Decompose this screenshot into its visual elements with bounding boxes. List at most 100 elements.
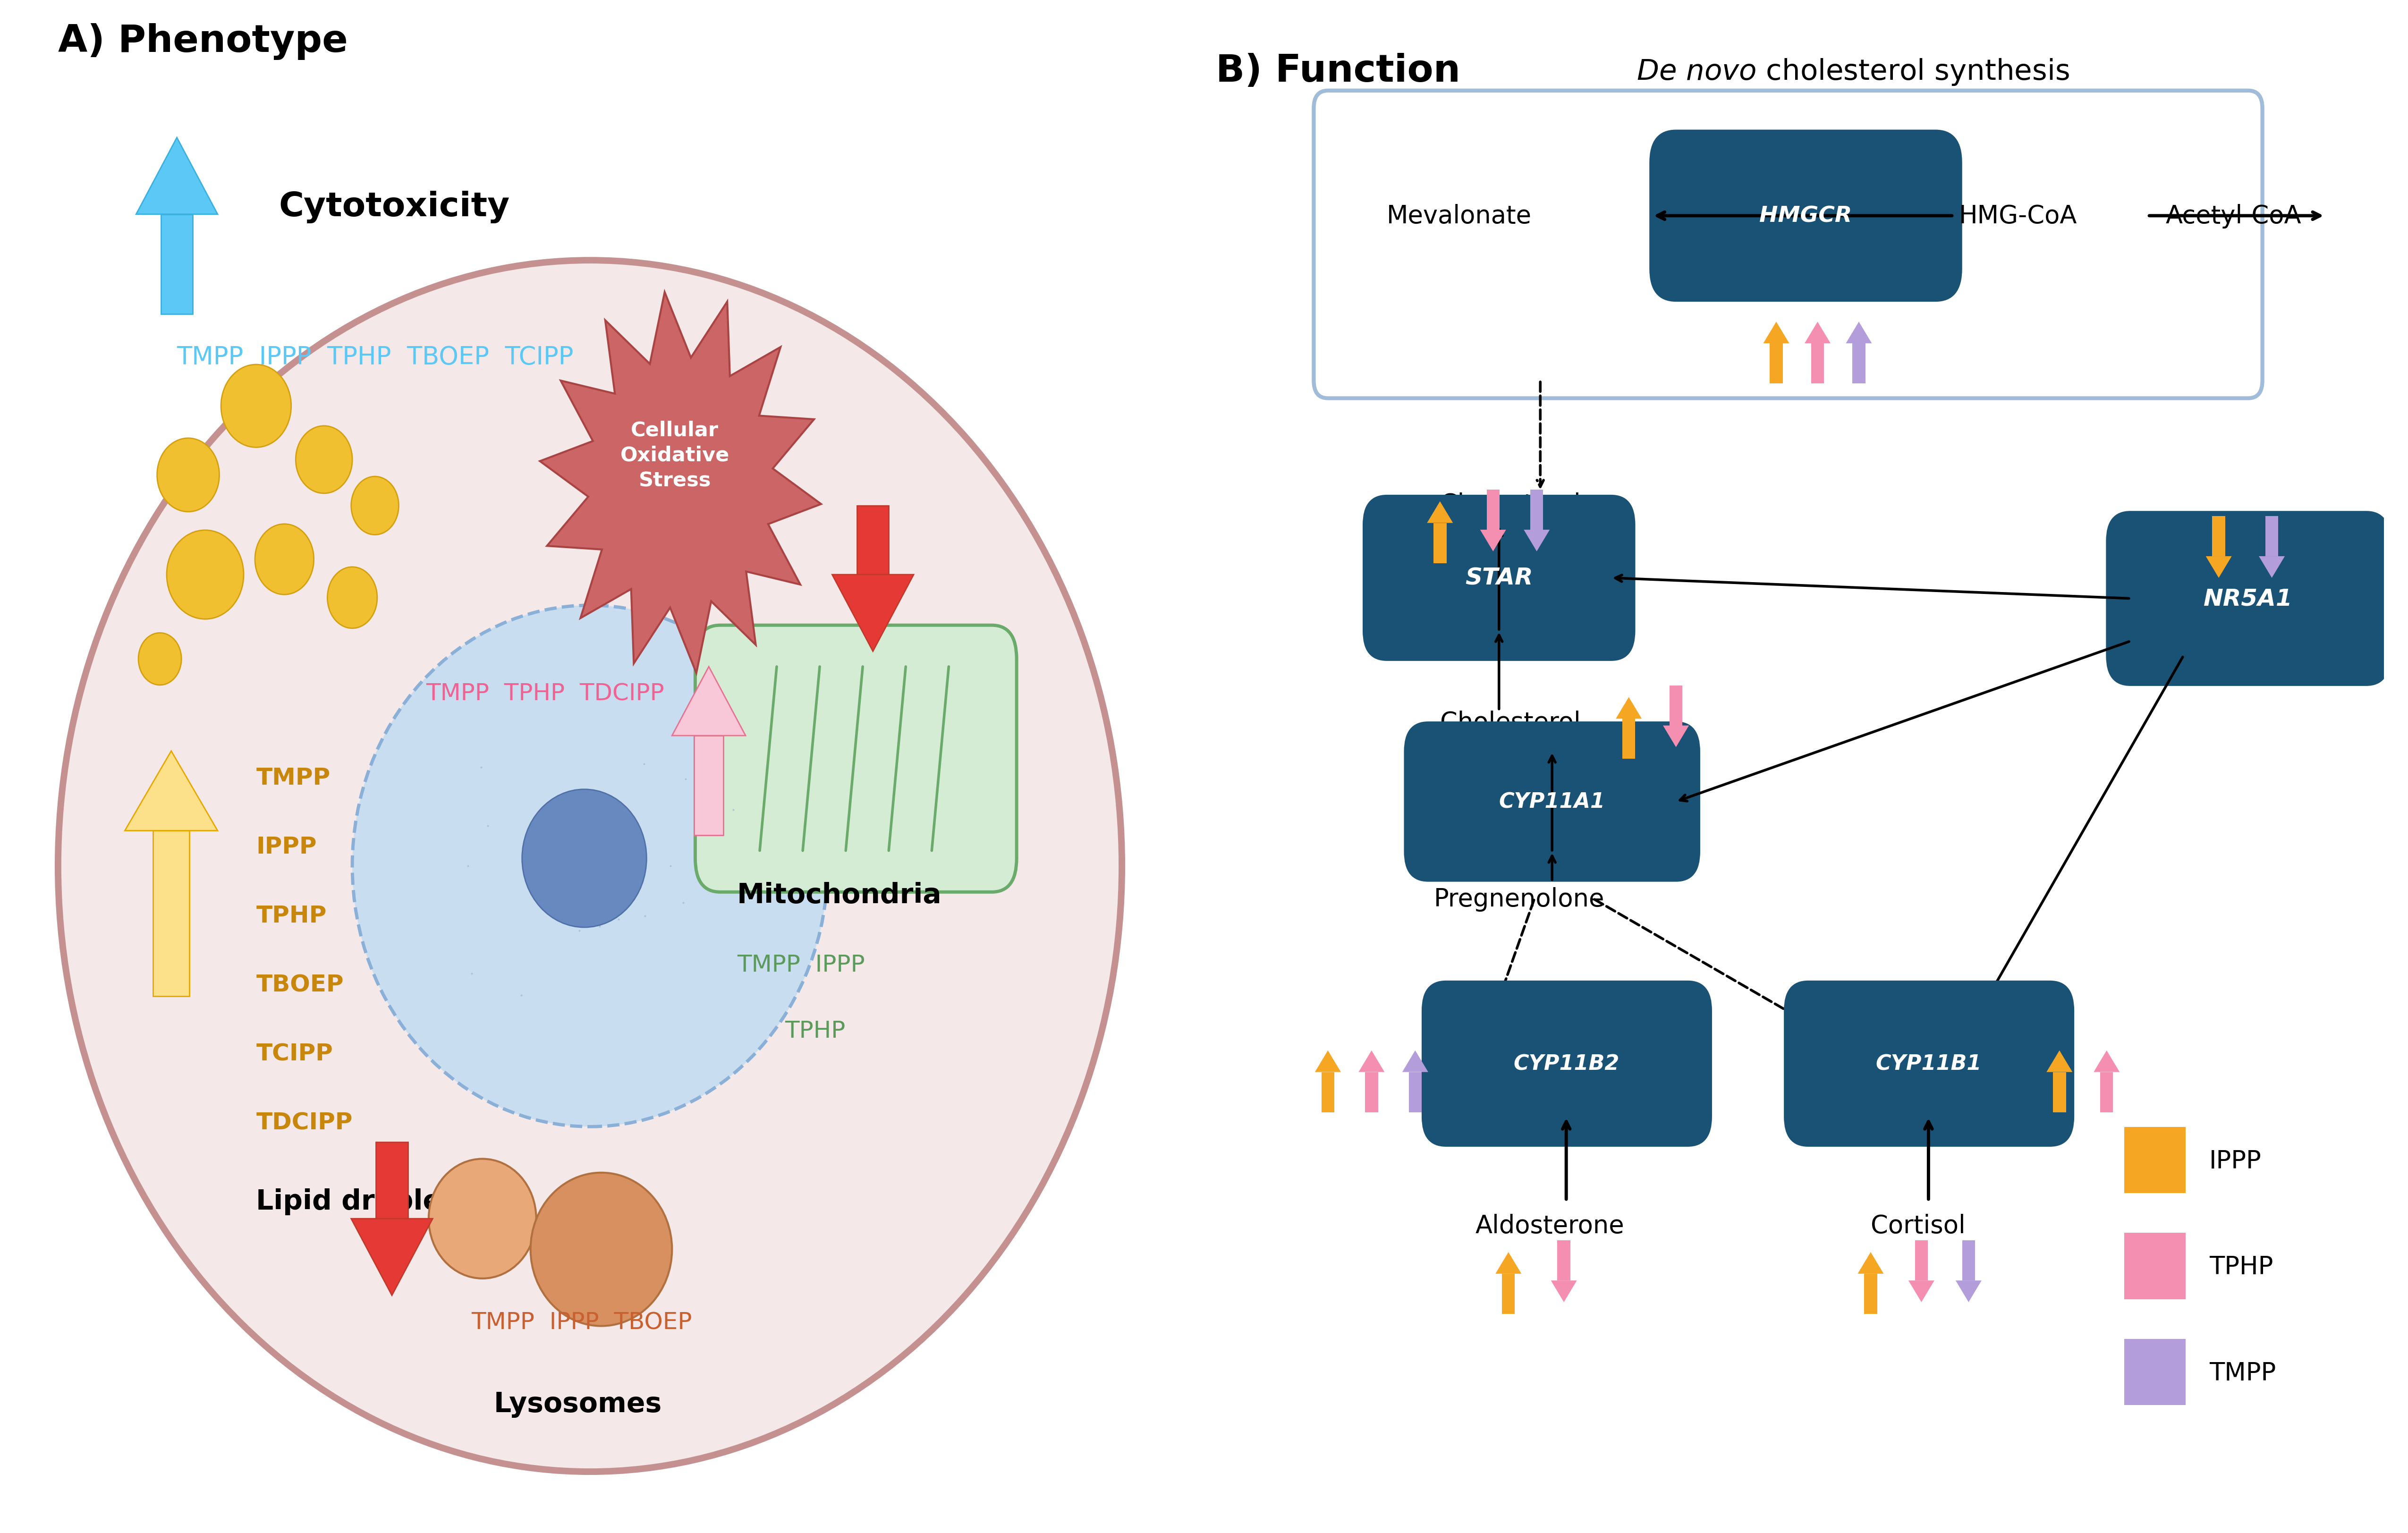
Text: TCIPP: TCIPP <box>255 1042 332 1065</box>
Bar <box>1669 685 1683 725</box>
Text: TDCIPP: TDCIPP <box>255 1111 352 1134</box>
Text: Pregnenolone: Pregnenolone <box>1435 886 1604 911</box>
Polygon shape <box>833 575 913 652</box>
Text: TPHP: TPHP <box>785 1019 845 1042</box>
Bar <box>1811 343 1823 383</box>
Polygon shape <box>1804 322 1830 343</box>
Text: NR5A1: NR5A1 <box>2203 587 2292 610</box>
Bar <box>1963 1240 1975 1280</box>
Bar <box>2124 1127 2186 1193</box>
Ellipse shape <box>352 606 828 1127</box>
Polygon shape <box>1847 322 1871 343</box>
Text: Aldosterone: Aldosterone <box>1476 1214 1625 1239</box>
Bar <box>1322 1072 1334 1113</box>
Bar <box>1623 719 1635 759</box>
Ellipse shape <box>166 530 243 619</box>
FancyBboxPatch shape <box>1363 495 1635 661</box>
Polygon shape <box>1551 1280 1577 1302</box>
Bar <box>1770 343 1782 383</box>
Text: Cholesterol: Cholesterol <box>1440 710 1580 734</box>
Text: TPHP: TPHP <box>255 904 327 927</box>
Bar <box>161 215 193 314</box>
Text: CYP11A1: CYP11A1 <box>1498 791 1606 812</box>
Polygon shape <box>1664 725 1688 748</box>
Ellipse shape <box>296 426 352 494</box>
Text: HMG-CoA: HMG-CoA <box>1960 204 2078 228</box>
FancyBboxPatch shape <box>2107 512 2389 685</box>
Text: TBOEP: TBOEP <box>255 973 344 996</box>
Polygon shape <box>672 667 746 736</box>
Text: TMPP: TMPP <box>2208 1361 2276 1386</box>
Text: Mevalonate: Mevalonate <box>1387 204 1531 228</box>
Text: Lysosomes: Lysosomes <box>494 1390 662 1418</box>
Ellipse shape <box>137 633 181 685</box>
Bar <box>1433 523 1447 564</box>
Bar <box>857 506 889 575</box>
Polygon shape <box>352 1219 433 1295</box>
FancyBboxPatch shape <box>1404 722 1700 881</box>
Polygon shape <box>1763 322 1789 343</box>
Bar <box>2054 1072 2066 1113</box>
Bar <box>154 831 190 996</box>
FancyBboxPatch shape <box>1649 130 1963 302</box>
Polygon shape <box>1315 1050 1341 1072</box>
Ellipse shape <box>429 1159 537 1279</box>
Polygon shape <box>1955 1280 1982 1302</box>
Ellipse shape <box>58 261 1122 1472</box>
Bar <box>1529 491 1544 530</box>
Text: CYP11B2: CYP11B2 <box>1512 1053 1618 1075</box>
Ellipse shape <box>530 1173 672 1326</box>
Polygon shape <box>125 751 217 831</box>
Text: TMPP  IPPP: TMPP IPPP <box>737 954 864 977</box>
Text: Cellular
Oxidative
Stress: Cellular Oxidative Stress <box>621 420 730 491</box>
Ellipse shape <box>222 365 291 448</box>
Polygon shape <box>539 293 821 673</box>
Bar <box>376 1142 407 1219</box>
Bar <box>694 736 722 835</box>
Bar <box>1503 1274 1515 1314</box>
Text: TPHP: TPHP <box>2208 1254 2273 1279</box>
Polygon shape <box>2259 556 2285 578</box>
FancyBboxPatch shape <box>1315 90 2264 399</box>
Text: Cholesterol: Cholesterol <box>1440 492 1580 517</box>
Bar <box>1558 1240 1570 1280</box>
Bar <box>2266 517 2278 556</box>
Text: A) Phenotype: A) Phenotype <box>58 23 347 60</box>
Polygon shape <box>1910 1280 1934 1302</box>
FancyBboxPatch shape <box>696 625 1016 892</box>
Polygon shape <box>1358 1050 1385 1072</box>
Text: TMPP  TPHP  TDCIPP: TMPP TPHP TDCIPP <box>426 682 665 705</box>
Bar <box>2124 1233 2186 1300</box>
Polygon shape <box>1857 1252 1883 1274</box>
Polygon shape <box>1524 530 1551 552</box>
Polygon shape <box>137 138 217 215</box>
Ellipse shape <box>327 567 378 629</box>
Text: Acetyl-CoA: Acetyl-CoA <box>2165 204 2302 228</box>
Text: TMPP: TMPP <box>255 766 330 789</box>
Text: B) Function: B) Function <box>1216 52 1459 89</box>
Bar <box>1852 343 1866 383</box>
Polygon shape <box>1428 501 1452 523</box>
Ellipse shape <box>352 477 400 535</box>
Polygon shape <box>1401 1050 1428 1072</box>
Ellipse shape <box>255 524 313 595</box>
Bar <box>2100 1072 2114 1113</box>
Bar <box>2213 517 2225 556</box>
Ellipse shape <box>157 438 219 512</box>
Text: HMGCR: HMGCR <box>1760 205 1852 227</box>
Bar <box>1914 1240 1929 1280</box>
Bar <box>1365 1072 1377 1113</box>
Polygon shape <box>2206 556 2232 578</box>
Polygon shape <box>2047 1050 2073 1072</box>
Text: Mitochondria: Mitochondria <box>737 881 942 909</box>
Bar <box>1409 1072 1421 1113</box>
Bar <box>2124 1338 2186 1406</box>
Bar <box>1864 1274 1878 1314</box>
FancyBboxPatch shape <box>1423 981 1712 1147</box>
Text: CYP11B1: CYP11B1 <box>1876 1053 1982 1075</box>
Polygon shape <box>1495 1252 1522 1274</box>
Text: Lipid droplets: Lipid droplets <box>255 1188 472 1216</box>
Text: Cytotoxicity: Cytotoxicity <box>279 190 510 224</box>
Text: STAR: STAR <box>1464 567 1534 590</box>
Polygon shape <box>2093 1050 2119 1072</box>
